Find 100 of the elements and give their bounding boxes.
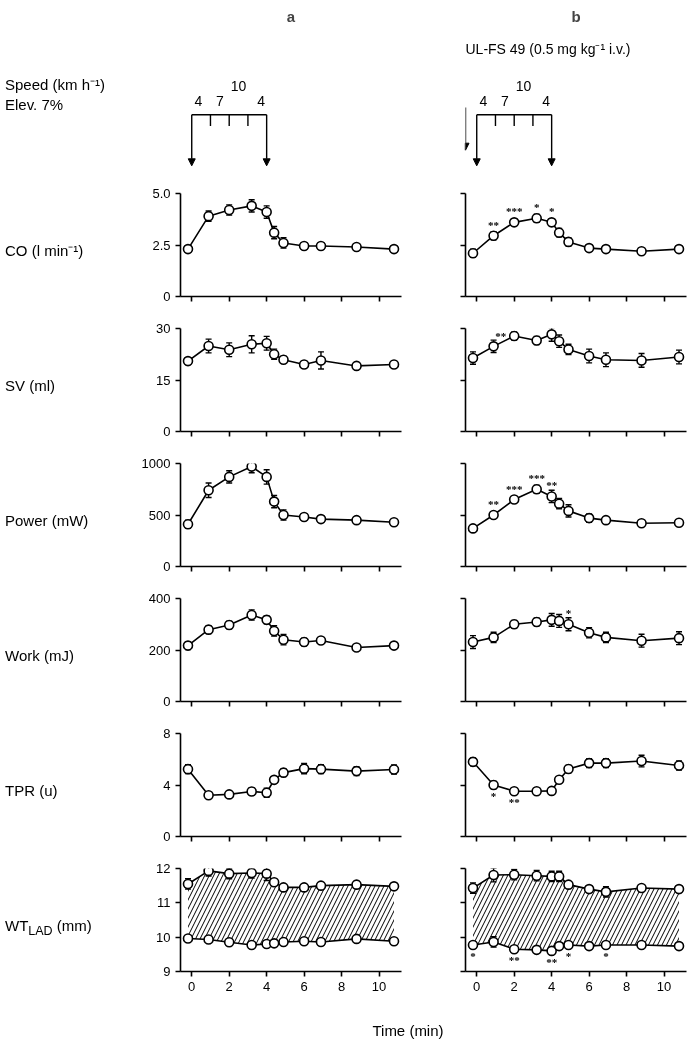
point bbox=[315, 635, 327, 646]
point bbox=[388, 640, 400, 651]
y-tick-label: 9 bbox=[163, 964, 171, 979]
y-tick-label: 0 bbox=[163, 559, 171, 574]
annotation: * bbox=[565, 950, 572, 963]
text: 4 bbox=[257, 92, 266, 109]
point bbox=[315, 355, 327, 366]
annotation: *** bbox=[528, 472, 546, 485]
text: 4 bbox=[194, 92, 203, 109]
y-tick-label: 0 bbox=[163, 829, 171, 844]
annotation: * bbox=[565, 607, 572, 620]
text: Elev. 7% bbox=[5, 95, 64, 113]
chart-title: a bbox=[286, 7, 296, 25]
point bbox=[223, 937, 235, 948]
point bbox=[563, 939, 574, 951]
point bbox=[298, 882, 310, 893]
y-tick-label: 8 bbox=[163, 726, 171, 741]
x-tick-label: 4 bbox=[263, 978, 271, 994]
text: 10 bbox=[230, 78, 247, 95]
annotation: *** bbox=[505, 205, 523, 218]
point bbox=[553, 940, 565, 952]
y-tick-label: 11 bbox=[157, 895, 171, 911]
y-tick-label: 12 bbox=[156, 861, 171, 876]
point bbox=[531, 944, 542, 956]
annotation: ** bbox=[488, 218, 500, 231]
point bbox=[636, 245, 647, 257]
annotation: * bbox=[533, 201, 540, 214]
x-tick-label: 8 bbox=[622, 978, 631, 994]
annotation: ** bbox=[508, 796, 521, 809]
text: 4 bbox=[542, 92, 551, 109]
point bbox=[388, 516, 400, 528]
point bbox=[636, 517, 647, 529]
point bbox=[508, 494, 520, 505]
annotation: * bbox=[548, 205, 555, 218]
annotation: ** bbox=[508, 954, 521, 967]
point bbox=[673, 883, 685, 895]
point bbox=[315, 240, 327, 252]
y-tick-label: 30 bbox=[156, 321, 171, 336]
point bbox=[508, 943, 520, 955]
point bbox=[315, 880, 327, 891]
point bbox=[351, 933, 362, 945]
point bbox=[673, 940, 685, 952]
y-tick-label: 0 bbox=[163, 424, 171, 439]
y-tick-label: 5.0 bbox=[152, 186, 171, 201]
point bbox=[278, 936, 289, 948]
point bbox=[351, 514, 362, 526]
y-axis-title: Work (mJ) bbox=[5, 646, 74, 666]
point bbox=[246, 339, 257, 350]
point bbox=[203, 934, 214, 945]
x-tick-label: 2 bbox=[510, 978, 518, 994]
annotation: *** bbox=[505, 482, 523, 495]
point bbox=[488, 509, 499, 521]
point bbox=[553, 774, 565, 786]
point bbox=[388, 359, 400, 370]
point bbox=[508, 785, 520, 797]
y-tick-label: 400 bbox=[148, 591, 171, 606]
x-tick-label: 0 bbox=[473, 978, 481, 994]
chart-subtitle: UL-FS 49 (0.5 mg kg⁻¹ i.v.) bbox=[465, 41, 631, 58]
y-axis-title: WT$_{LAD}$ (mm) bbox=[5, 916, 92, 940]
annotation: ** bbox=[488, 498, 500, 510]
point bbox=[261, 471, 272, 483]
x-tick-label: 6 bbox=[585, 978, 593, 994]
point bbox=[388, 243, 400, 255]
text: 10 bbox=[515, 78, 532, 95]
x-axis-title: Time (min) bbox=[371, 1021, 445, 1041]
point bbox=[583, 242, 595, 254]
chart-title: b bbox=[571, 7, 581, 25]
point bbox=[563, 879, 574, 890]
point bbox=[583, 883, 595, 895]
annotation: ** bbox=[495, 330, 507, 343]
y-tick-label: 500 bbox=[148, 507, 171, 523]
annotation: * bbox=[470, 950, 477, 963]
text: Speed (km h⁻¹) bbox=[5, 76, 106, 93]
x-tick-label: 8 bbox=[337, 978, 346, 994]
y-tick-label: 2.5 bbox=[152, 237, 171, 253]
point bbox=[388, 881, 400, 892]
point bbox=[246, 939, 257, 951]
point bbox=[546, 785, 557, 797]
y-axis-title: CO (l min⁻¹) bbox=[5, 241, 84, 261]
point bbox=[673, 243, 685, 255]
y-tick-label: 10 bbox=[156, 929, 171, 945]
x-tick-label: 10 bbox=[656, 978, 672, 994]
y-axis-title: SV (ml) bbox=[5, 376, 55, 396]
point bbox=[298, 511, 310, 523]
point bbox=[278, 882, 289, 893]
point bbox=[268, 876, 280, 888]
text: 7 bbox=[500, 92, 509, 109]
x-tick-label: 10 bbox=[371, 978, 387, 994]
point bbox=[268, 774, 280, 786]
x-tick-label: 6 bbox=[300, 978, 308, 994]
annotation: ** bbox=[546, 479, 558, 492]
point bbox=[600, 514, 612, 526]
point bbox=[315, 936, 327, 948]
x-tick-label: 2 bbox=[225, 978, 233, 994]
point bbox=[636, 939, 647, 951]
y-tick-label: 0 bbox=[163, 694, 171, 709]
point bbox=[298, 936, 310, 947]
point bbox=[583, 940, 595, 952]
point bbox=[467, 523, 479, 534]
y-axis-title: Power (mW) bbox=[5, 511, 89, 531]
